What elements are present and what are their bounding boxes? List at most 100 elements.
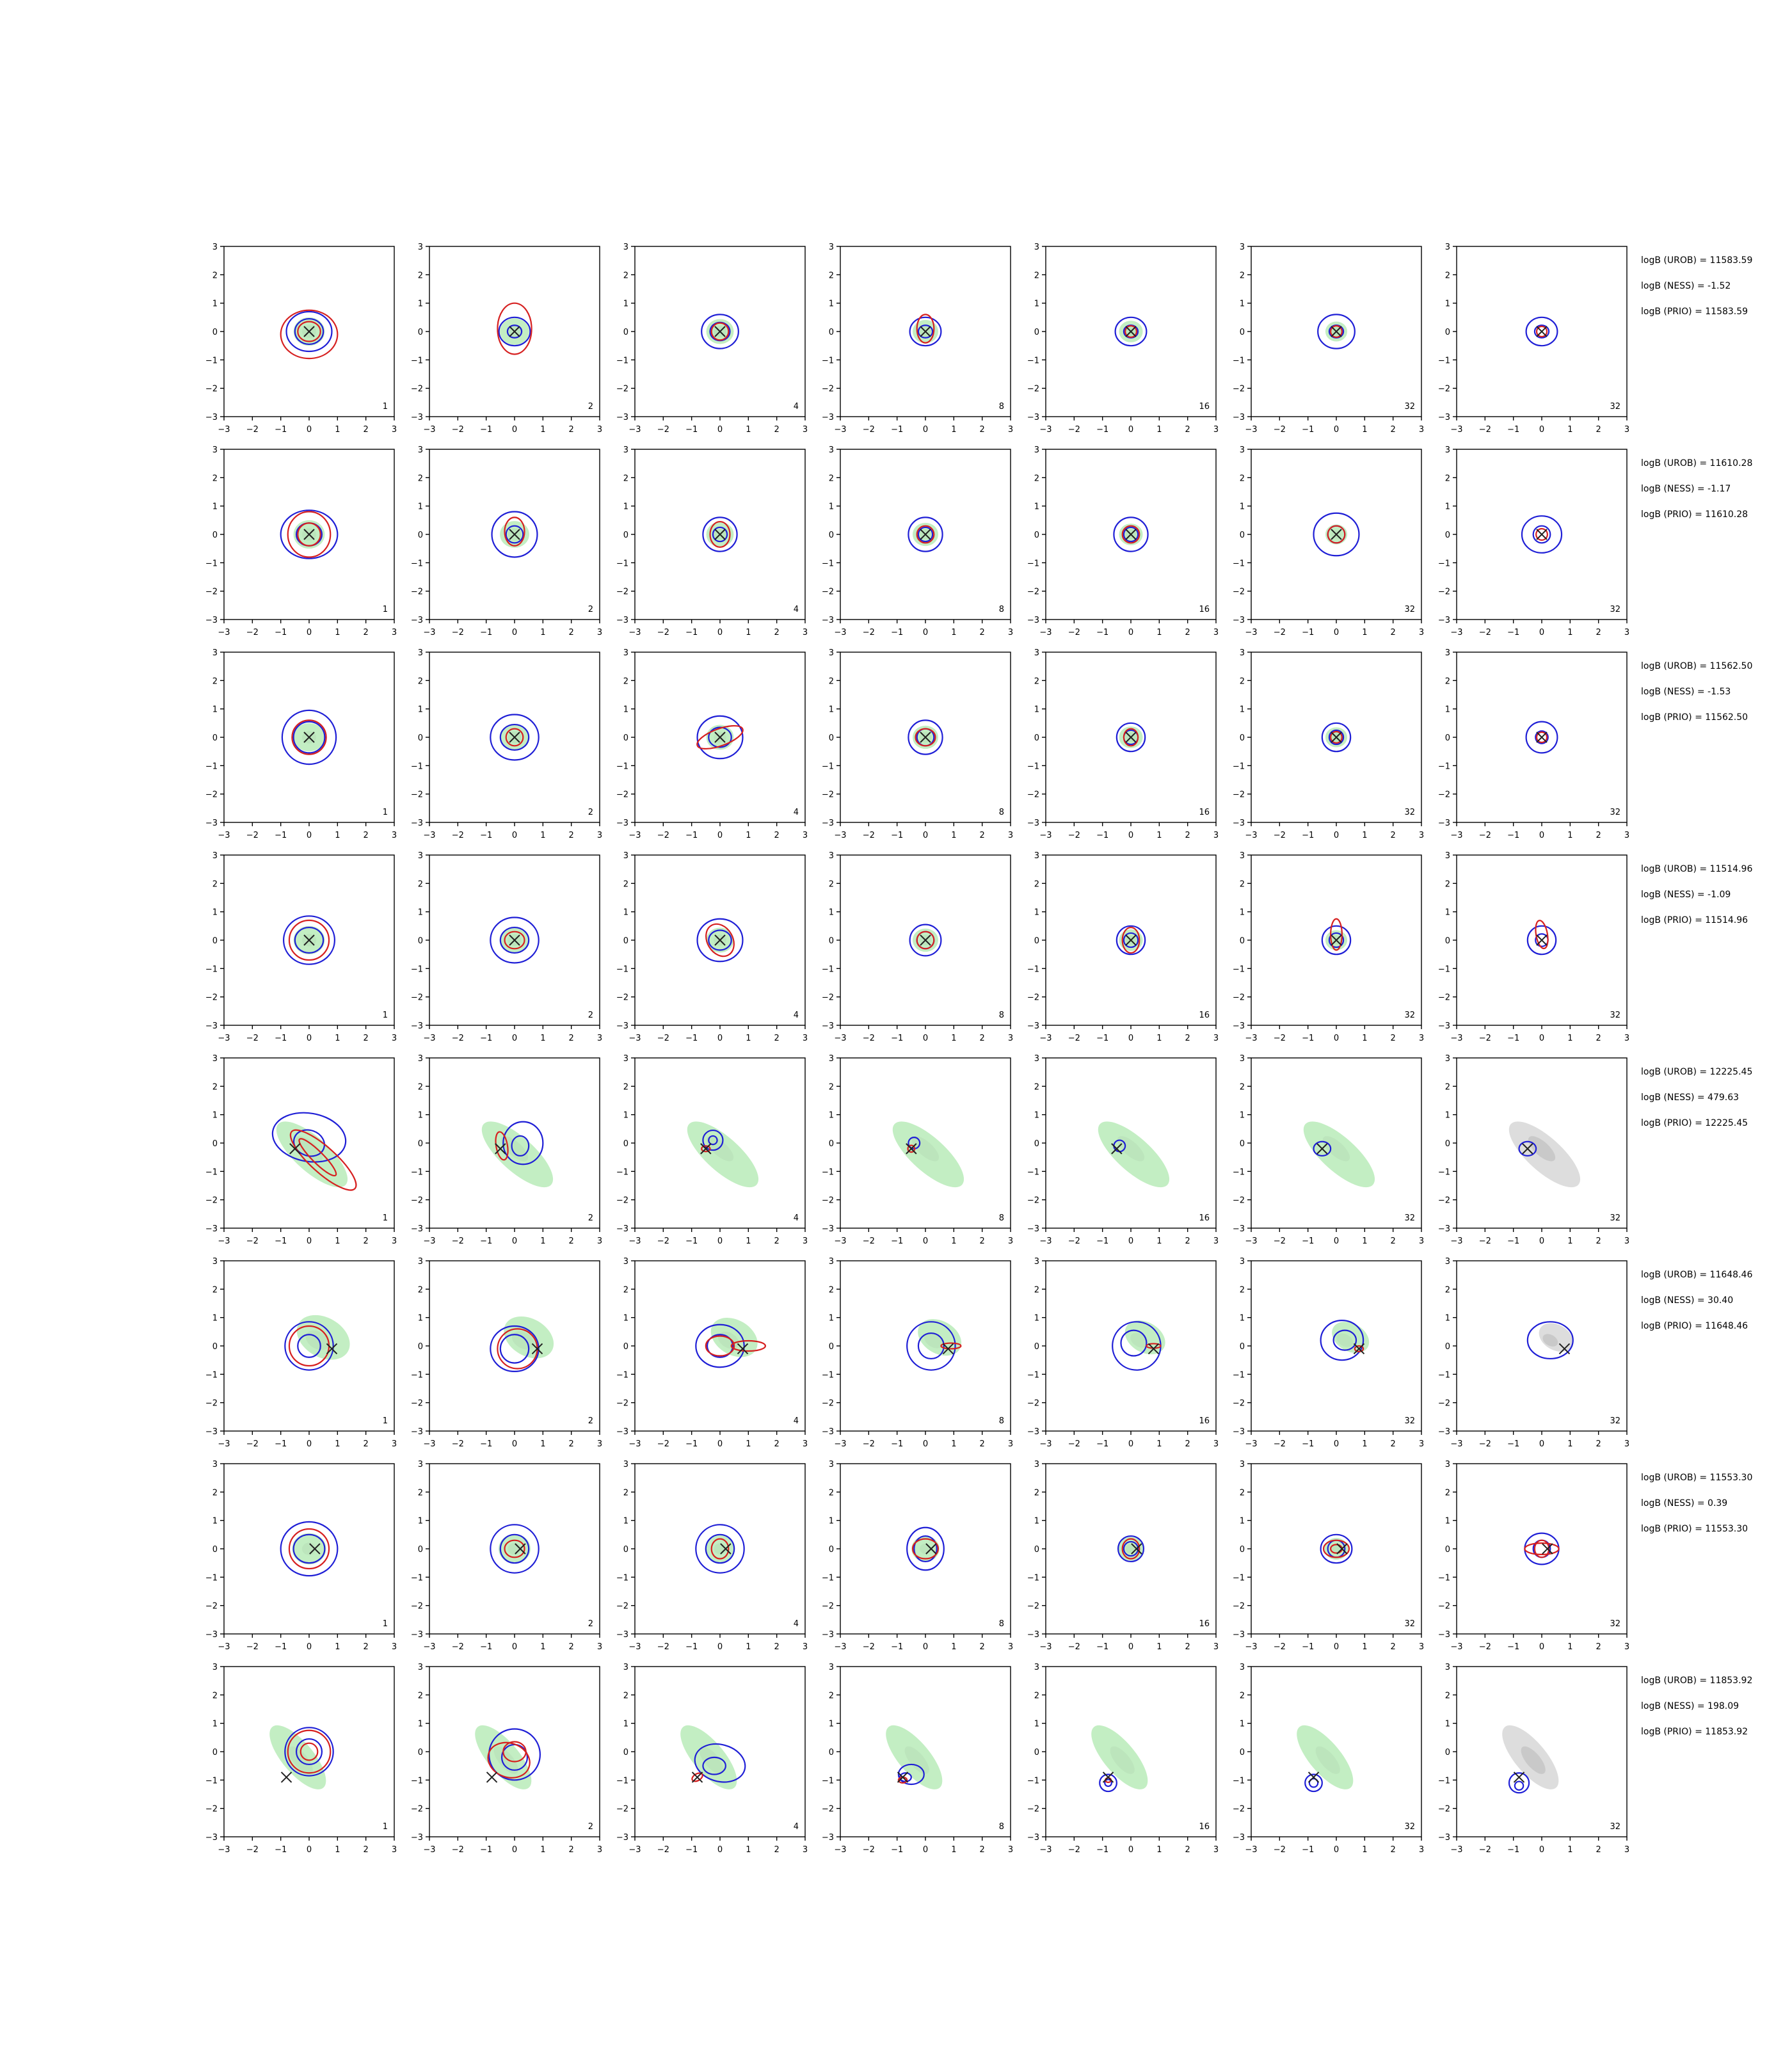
blue-contour bbox=[499, 1334, 530, 1364]
blue-contour bbox=[712, 526, 728, 543]
red-contour bbox=[916, 525, 935, 544]
blue-contour bbox=[706, 1334, 734, 1358]
blue-contour bbox=[1533, 324, 1550, 339]
blue-contour bbox=[1332, 1329, 1357, 1351]
y-tick-label: −1 bbox=[1438, 964, 1450, 974]
x-tick-label: 0 bbox=[1539, 1439, 1544, 1449]
red-contour bbox=[298, 1138, 337, 1177]
x-tick-label: −2 bbox=[452, 1845, 464, 1855]
panel-label: 32 bbox=[1610, 1011, 1620, 1020]
logB-annotation: logB (PRIO) = 12225.45 bbox=[1641, 1118, 1748, 1128]
y-tick-label: 1 bbox=[1034, 1314, 1039, 1324]
subplot: −3−3 −2 −2 −1 −1 0 0 1 1 2 2 3 3 16 bbox=[1027, 851, 1219, 1043]
x-tick-label: 0 bbox=[512, 831, 517, 840]
x-tick-label: 2 bbox=[774, 1439, 780, 1449]
x-tick-label: 2 bbox=[1391, 628, 1396, 637]
panel-label: 4 bbox=[794, 1822, 799, 1832]
y-tick-label: −1 bbox=[1233, 356, 1245, 365]
panel-label: 8 bbox=[999, 1011, 1004, 1020]
y-tick-label: 1 bbox=[1034, 1720, 1039, 1729]
y-tick-label: 3 bbox=[829, 648, 834, 658]
y-tick-label: 3 bbox=[212, 1054, 218, 1064]
x-tick-label: −2 bbox=[1068, 628, 1080, 637]
x-tick-label: −1 bbox=[1096, 1439, 1108, 1449]
y-tick-label: −2 bbox=[1233, 993, 1245, 1003]
y-tick-label: 1 bbox=[1034, 1517, 1039, 1526]
true-value-marker bbox=[509, 934, 520, 946]
logB-annotation: logB (NESS) = -1.17 bbox=[1641, 484, 1731, 494]
y-tick-label: 3 bbox=[212, 1257, 218, 1267]
y-tick-label: 0 bbox=[1445, 531, 1450, 540]
density-fill bbox=[904, 1746, 929, 1774]
y-tick-label: −1 bbox=[1233, 1776, 1245, 1786]
panel-label: 4 bbox=[794, 1213, 799, 1223]
panel-label: 1 bbox=[383, 1011, 388, 1020]
y-tick-label: 3 bbox=[418, 1054, 423, 1064]
x-tick-label: 2 bbox=[1596, 425, 1601, 435]
y-tick-label: 2 bbox=[418, 676, 423, 686]
x-tick-label: 2 bbox=[774, 425, 780, 435]
y-tick-label: 3 bbox=[1240, 243, 1245, 252]
panel-label: 4 bbox=[794, 402, 799, 412]
x-tick-label: −2 bbox=[1274, 628, 1286, 637]
y-tick-label: −3 bbox=[411, 1224, 423, 1234]
subplot: −3−3 −2 −2 −1 −1 0 0 1 1 2 2 3 3 2 bbox=[411, 243, 602, 435]
x-tick-label: −1 bbox=[480, 1034, 492, 1043]
y-tick-label: −2 bbox=[1438, 993, 1450, 1003]
y-tick-label: 2 bbox=[829, 676, 834, 686]
x-tick-label: 3 bbox=[803, 1845, 808, 1855]
red-contour bbox=[289, 1129, 357, 1191]
x-tick-label: 1 bbox=[951, 425, 956, 435]
x-tick-label: −2 bbox=[657, 628, 669, 637]
blue-contour bbox=[1532, 525, 1551, 544]
y-tick-label: 3 bbox=[1445, 851, 1450, 861]
y-tick-label: 1 bbox=[1240, 1720, 1245, 1729]
y-tick-label: 1 bbox=[623, 1111, 628, 1121]
subplot: −3−3 −2 −2 −1 −1 0 0 1 1 2 2 3 3 2 bbox=[411, 1054, 602, 1246]
blue-contour bbox=[1524, 1532, 1560, 1565]
y-tick-label: 2 bbox=[1240, 1488, 1245, 1498]
x-tick-label: 2 bbox=[1391, 1034, 1396, 1043]
density-fill bbox=[706, 1136, 734, 1162]
true-value-marker bbox=[303, 934, 315, 946]
density-fill bbox=[1322, 1136, 1350, 1162]
x-tick-label: 3 bbox=[1008, 1236, 1013, 1246]
x-tick-label: −3 bbox=[834, 1642, 846, 1652]
y-tick-label: −1 bbox=[411, 1573, 423, 1583]
y-tick-label: −3 bbox=[1233, 1833, 1245, 1843]
y-tick-label: 2 bbox=[829, 1285, 834, 1295]
x-tick-label: 1 bbox=[1567, 1236, 1572, 1246]
x-tick-label: 1 bbox=[1362, 1845, 1367, 1855]
x-tick-label: 3 bbox=[1008, 1642, 1013, 1652]
logB-annotation: logB (UROB) = 11553.30 bbox=[1641, 1473, 1752, 1483]
blue-contour bbox=[1320, 1319, 1364, 1361]
y-tick-label: 3 bbox=[829, 445, 834, 455]
red-contour bbox=[487, 1741, 531, 1779]
panel-label: 8 bbox=[999, 1213, 1004, 1223]
true-value-marker bbox=[1536, 934, 1548, 946]
x-tick-label: −2 bbox=[863, 1439, 875, 1449]
x-tick-label: 1 bbox=[1156, 831, 1162, 840]
x-tick-label: 2 bbox=[774, 1845, 780, 1855]
x-tick-label: 0 bbox=[1128, 1034, 1133, 1043]
red-contour bbox=[504, 516, 525, 547]
true-value-marker bbox=[1316, 1143, 1328, 1155]
panel-label: 4 bbox=[794, 1619, 799, 1629]
blue-contour bbox=[1104, 1779, 1112, 1788]
x-tick-label: 3 bbox=[1624, 831, 1629, 840]
blue-contour bbox=[499, 1533, 530, 1564]
x-tick-label: 0 bbox=[1539, 1236, 1544, 1246]
x-tick-label: 1 bbox=[1567, 1642, 1572, 1652]
y-tick-label: −3 bbox=[616, 1021, 628, 1031]
subplot: −3−3 −2 −2 −1 −1 0 0 1 1 2 2 3 3 32 bbox=[1233, 851, 1424, 1043]
y-tick-label: −1 bbox=[822, 1573, 834, 1583]
plot-area bbox=[702, 516, 738, 552]
panel-label: 8 bbox=[999, 1619, 1004, 1629]
x-tick-label: −1 bbox=[1302, 628, 1314, 637]
blue-contour bbox=[917, 526, 934, 543]
plot-area bbox=[1502, 1725, 1559, 1794]
x-tick-label: 3 bbox=[392, 425, 397, 435]
subplot: −3−3 −2 −2 −1 −1 0 0 1 1 2 2 3 3 2 bbox=[411, 648, 602, 840]
y-tick-label: −1 bbox=[616, 762, 628, 771]
blue-contour bbox=[1308, 1778, 1319, 1788]
